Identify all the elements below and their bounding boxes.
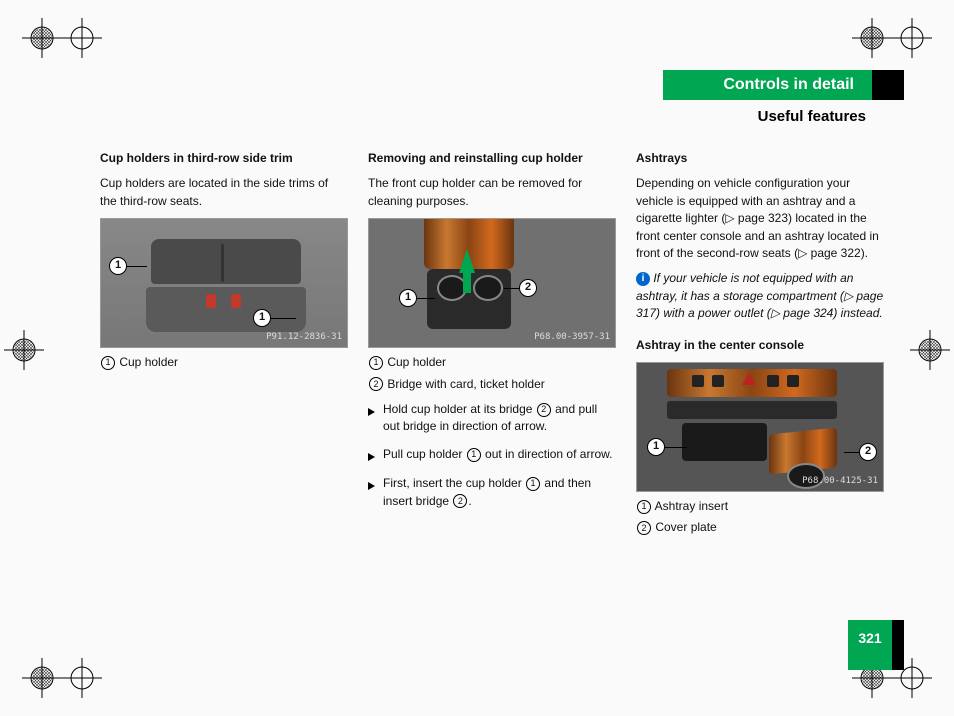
column-1: Cup holders in third-row side trim Cup h…	[100, 150, 348, 541]
col3-subheading: Ashtray in the center console	[636, 337, 884, 354]
triangle-bullet-icon	[368, 482, 375, 490]
step-text: Pull cup holder 1 out in direction of ar…	[383, 446, 612, 465]
circled-2-icon: 2	[637, 521, 651, 535]
page-number-badge: 321	[848, 620, 904, 670]
circled-1-icon: 1	[369, 356, 383, 370]
header-tab	[872, 70, 904, 100]
callout-1: 1	[109, 257, 127, 275]
callout-1: 1	[647, 438, 665, 456]
chapter-title: Controls in detail	[663, 70, 872, 100]
col3-heading: Ashtrays	[636, 150, 884, 167]
figure-ashtray: 1 2 P68.00-4125-31	[636, 362, 884, 492]
circled-1-icon: 1	[467, 448, 481, 462]
crop-mark-icon	[22, 18, 62, 58]
step-item: Pull cup holder 1 out in direction of ar…	[368, 446, 616, 465]
col1-intro: Cup holders are located in the side trim…	[100, 175, 348, 210]
chapter-header: Controls in detail	[663, 70, 904, 100]
crop-mark-icon	[22, 658, 62, 698]
legend-text: Cover plate	[655, 520, 716, 534]
col2-heading: Removing and reinstalling cup holder	[368, 150, 616, 167]
callout-2: 2	[859, 443, 877, 461]
legend-text: Cup holder	[387, 355, 446, 369]
step-item: Hold cup holder at its bridge 2 and pull…	[368, 401, 616, 436]
circled-1-icon: 1	[637, 500, 651, 514]
legend-text: Cup holder	[119, 355, 178, 369]
figure-id: P68.00-3957-31	[534, 331, 610, 344]
legend-row: 1 Cup holder	[100, 354, 348, 371]
figure-id: P68.00-4125-31	[802, 475, 878, 488]
legend-row: 1 Cup holder	[368, 354, 616, 371]
arrow-up-icon	[459, 249, 475, 273]
legend-text: Bridge with card, ticket holder	[387, 377, 544, 391]
triangle-bullet-icon	[368, 408, 375, 416]
triangle-bullet-icon	[368, 453, 375, 461]
figure-cupholder: 1 2 P68.00-3957-31	[368, 218, 616, 348]
circled-2-icon: 2	[453, 494, 467, 508]
crop-mark-icon	[852, 18, 892, 58]
callout-1: 1	[399, 289, 417, 307]
column-3: Ashtrays Depending on vehicle configurat…	[636, 150, 884, 541]
info-text: If your vehicle is not equipped with an …	[636, 271, 883, 320]
page-tab	[892, 620, 904, 670]
col2-intro: The front cup holder can be removed for …	[368, 175, 616, 210]
legend-text: Ashtray insert	[655, 499, 728, 513]
crop-mark-icon	[910, 330, 950, 370]
step-text: First, insert the cup holder 1 and then …	[383, 475, 616, 510]
figure-id: P91.12-2836-31	[266, 331, 342, 344]
crop-mark-icon	[4, 330, 44, 370]
step-text: Hold cup holder at its bridge 2 and pull…	[383, 401, 616, 436]
legend-row: 1 Ashtray insert	[636, 498, 884, 515]
figure-seats: 1 1 P91.12-2836-31	[100, 218, 348, 348]
circled-1-icon: 1	[101, 356, 115, 370]
crop-mark-icon	[62, 658, 102, 698]
section-title: Useful features	[758, 108, 866, 125]
col3-para1: Depending on vehicle configuration your …	[636, 175, 884, 262]
callout-2: 2	[519, 279, 537, 297]
crop-mark-icon	[62, 18, 102, 58]
legend-row: 2 Cover plate	[636, 519, 884, 536]
column-2: Removing and reinstalling cup holder The…	[368, 150, 616, 541]
info-note: i If your vehicle is not equipped with a…	[636, 270, 884, 322]
legend-row: 2 Bridge with card, ticket holder	[368, 376, 616, 393]
circled-2-icon: 2	[369, 377, 383, 391]
col1-heading: Cup holders in third-row side trim	[100, 150, 348, 167]
crop-mark-icon	[892, 18, 932, 58]
circled-1-icon: 1	[526, 477, 540, 491]
page-content: Cup holders in third-row side trim Cup h…	[100, 150, 884, 541]
step-list: Hold cup holder at its bridge 2 and pull…	[368, 401, 616, 510]
circled-2-icon: 2	[537, 403, 551, 417]
info-icon: i	[636, 272, 650, 286]
step-item: First, insert the cup holder 1 and then …	[368, 475, 616, 510]
page-number: 321	[848, 620, 892, 670]
